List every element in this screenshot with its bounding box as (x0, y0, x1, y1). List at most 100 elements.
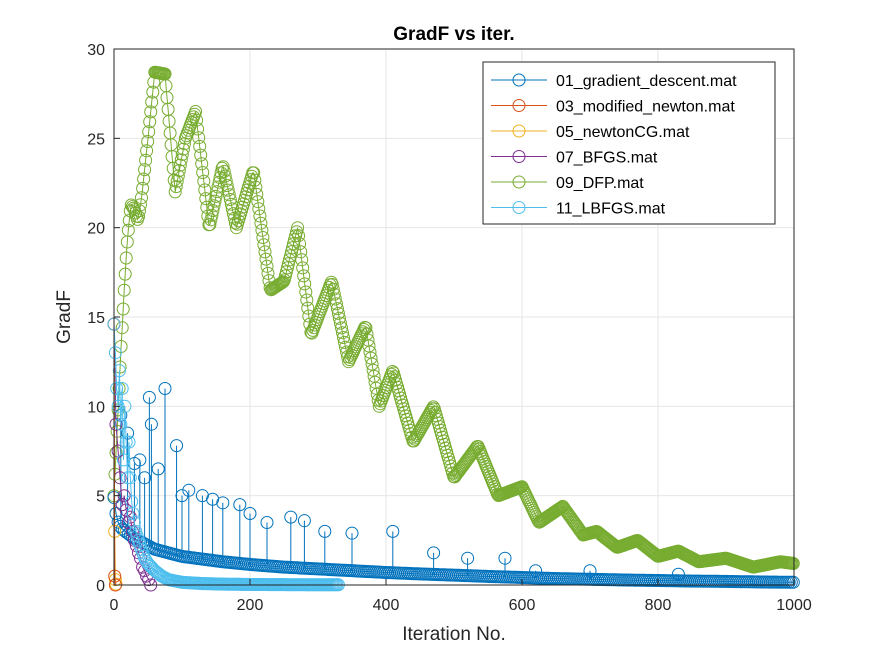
data-point (119, 251, 133, 265)
data-point (553, 502, 567, 515)
legend-swatch-marker (512, 150, 526, 163)
data-point (142, 390, 156, 404)
data-point (297, 514, 311, 528)
data-point (194, 148, 208, 162)
legend-label: 11_LBFGS.mat (556, 201, 666, 218)
data-point (786, 575, 800, 589)
data-point (176, 142, 190, 156)
data-point (329, 297, 343, 311)
data-point (461, 551, 475, 565)
data-point (123, 471, 137, 485)
data-point (337, 331, 350, 344)
data-point (301, 301, 315, 315)
data-point (133, 204, 146, 218)
data-point (328, 292, 342, 306)
data-point (296, 261, 310, 275)
data-point (427, 546, 441, 560)
data-point (137, 172, 151, 186)
data-point (115, 382, 129, 395)
legend-entry: 07_BFGS.mat (491, 150, 658, 167)
data-point (133, 453, 147, 467)
data-point (172, 164, 186, 177)
legend-label: 07_BFGS.mat (556, 150, 658, 167)
data-point (125, 524, 139, 538)
data-point (142, 125, 156, 139)
data-point (211, 180, 225, 194)
data-point (182, 483, 196, 497)
data-point (175, 489, 189, 503)
data-point (552, 502, 566, 516)
data-point (144, 105, 158, 119)
data-point (145, 95, 159, 109)
legend: 01_gradient_descent.mat 03_modified_newto… (482, 61, 776, 225)
legend-swatch-marker (512, 124, 526, 138)
x-tick-label: 1000 (776, 597, 812, 614)
data-point (108, 346, 122, 360)
data-point (326, 282, 340, 296)
data-point (117, 453, 130, 467)
data-point (196, 166, 210, 179)
data-point (138, 163, 152, 177)
data-point (221, 183, 235, 197)
data-point (216, 160, 230, 174)
data-point (200, 200, 214, 214)
y-tick-label: 0 (96, 578, 105, 595)
data-point (171, 169, 185, 183)
data-point (138, 471, 152, 485)
legend-swatch-marker (512, 73, 526, 87)
data-point (109, 577, 123, 591)
data-point (203, 218, 217, 231)
data-point (318, 524, 332, 538)
data-point (251, 195, 265, 209)
x-tick-label: 800 (645, 597, 672, 614)
data-point (192, 131, 206, 145)
y-axis-title: GradF (54, 290, 75, 344)
series-layer (107, 65, 800, 592)
data-point (109, 507, 123, 520)
data-point (143, 115, 157, 129)
data-point (257, 238, 271, 252)
data-point (204, 213, 218, 227)
data-point (112, 364, 126, 378)
data-point (299, 285, 313, 299)
data-point (116, 302, 130, 316)
data-point (248, 173, 262, 187)
series-09-dfp (107, 65, 800, 574)
data-point (207, 199, 221, 213)
data-point (121, 223, 135, 237)
data-point (109, 446, 123, 460)
x-tick-label: 400 (373, 597, 400, 614)
legend-entry: 09_DFP.mat (491, 175, 644, 192)
data-point (276, 275, 290, 289)
data-point (332, 311, 346, 325)
data-point (338, 335, 351, 349)
data-point (174, 153, 188, 167)
data-point (243, 507, 257, 521)
data-point (173, 158, 187, 172)
legend-entry: 03_modified_newton.mat (491, 99, 735, 116)
data-point (189, 105, 203, 118)
data-point (146, 85, 160, 99)
data-point (109, 417, 123, 431)
data-point (210, 185, 224, 199)
data-point (218, 169, 232, 183)
y-tick-label: 5 (96, 489, 105, 506)
data-point (193, 139, 207, 153)
data-point (136, 181, 150, 195)
data-point (223, 193, 237, 206)
data-point (303, 317, 317, 331)
data-point (215, 161, 229, 175)
legend-swatch-marker (512, 99, 526, 112)
data-point (291, 221, 305, 235)
legend-label: 05_newtonCG.mat (556, 124, 690, 141)
data-point (121, 426, 135, 440)
data-point (175, 147, 189, 161)
data-point (158, 381, 172, 395)
data-point (126, 507, 140, 520)
data-point (195, 157, 209, 171)
data-point (134, 198, 147, 212)
data-point (127, 516, 141, 529)
data-point (170, 439, 184, 453)
data-point (139, 153, 153, 167)
x-axis-title: Iteration No. (402, 624, 506, 645)
